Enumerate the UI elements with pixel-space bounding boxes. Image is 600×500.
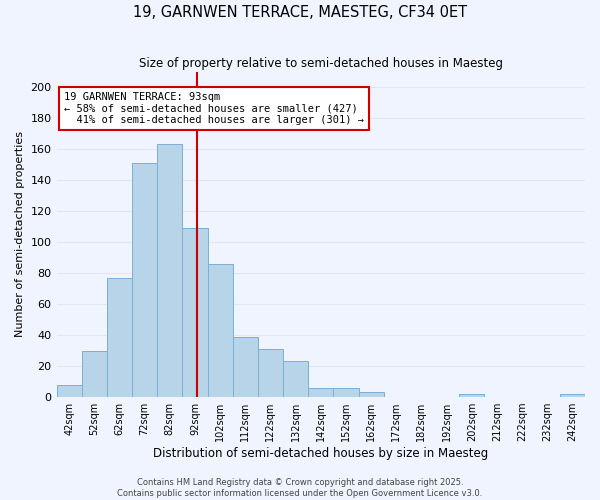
Bar <box>308 388 334 397</box>
Bar <box>157 144 182 397</box>
Bar <box>359 392 383 397</box>
Bar <box>233 336 258 397</box>
Bar <box>283 362 308 397</box>
Title: Size of property relative to semi-detached houses in Maesteg: Size of property relative to semi-detach… <box>139 58 503 70</box>
Text: Contains HM Land Registry data © Crown copyright and database right 2025.
Contai: Contains HM Land Registry data © Crown c… <box>118 478 482 498</box>
Bar <box>107 278 132 397</box>
X-axis label: Distribution of semi-detached houses by size in Maesteg: Distribution of semi-detached houses by … <box>153 447 488 460</box>
Bar <box>560 394 585 397</box>
Bar <box>459 394 484 397</box>
Text: 19, GARNWEN TERRACE, MAESTEG, CF34 0ET: 19, GARNWEN TERRACE, MAESTEG, CF34 0ET <box>133 5 467 20</box>
Bar <box>56 384 82 397</box>
Bar <box>208 264 233 397</box>
Bar <box>132 163 157 397</box>
Bar <box>334 388 359 397</box>
Text: 19 GARNWEN TERRACE: 93sqm
← 58% of semi-detached houses are smaller (427)
  41% : 19 GARNWEN TERRACE: 93sqm ← 58% of semi-… <box>64 92 364 125</box>
Bar <box>82 350 107 397</box>
Y-axis label: Number of semi-detached properties: Number of semi-detached properties <box>15 132 25 338</box>
Bar <box>258 349 283 397</box>
Bar <box>182 228 208 397</box>
